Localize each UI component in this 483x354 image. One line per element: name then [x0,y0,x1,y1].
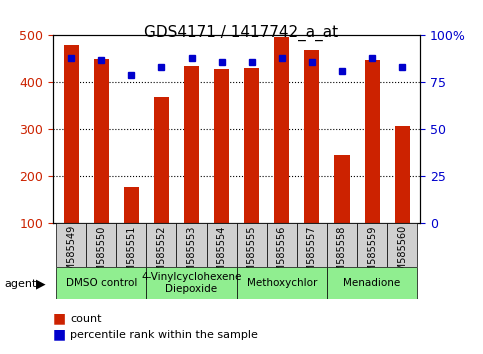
Text: 4-Vinylcyclohexene
Diepoxide: 4-Vinylcyclohexene Diepoxide [142,272,242,294]
FancyBboxPatch shape [237,267,327,299]
FancyBboxPatch shape [297,223,327,267]
Bar [244,68,259,223]
FancyBboxPatch shape [56,223,86,267]
Text: GDS4171 / 1417742_a_at: GDS4171 / 1417742_a_at [144,25,339,41]
FancyBboxPatch shape [237,223,267,267]
Text: ■: ■ [53,327,66,342]
FancyBboxPatch shape [267,223,297,267]
FancyBboxPatch shape [146,267,237,299]
Text: count: count [70,314,101,324]
Text: Menadione: Menadione [343,278,401,288]
FancyBboxPatch shape [146,223,176,267]
Text: GSM585560: GSM585560 [397,225,407,285]
Text: GSM585554: GSM585554 [217,225,227,285]
Bar [395,126,410,223]
FancyBboxPatch shape [327,267,417,299]
Text: agent: agent [5,279,37,289]
Bar [94,59,109,223]
FancyBboxPatch shape [357,223,387,267]
Bar [124,187,139,223]
Bar [64,45,79,223]
Text: DMSO control: DMSO control [66,278,137,288]
Bar [214,69,229,223]
FancyBboxPatch shape [116,223,146,267]
Text: GSM585553: GSM585553 [186,225,197,285]
Text: GSM585551: GSM585551 [127,225,136,285]
Text: GSM585550: GSM585550 [96,225,106,285]
Text: GSM585555: GSM585555 [247,225,256,285]
Bar [274,37,289,223]
Text: ■: ■ [53,312,66,326]
Text: percentile rank within the sample: percentile rank within the sample [70,330,258,339]
Text: GSM585549: GSM585549 [66,225,76,285]
FancyBboxPatch shape [86,223,116,267]
FancyBboxPatch shape [56,267,146,299]
Text: GSM585556: GSM585556 [277,225,287,285]
Bar [154,97,169,223]
Bar [334,155,350,223]
Text: GSM585552: GSM585552 [156,225,167,285]
FancyBboxPatch shape [387,223,417,267]
Text: GSM585558: GSM585558 [337,225,347,285]
FancyBboxPatch shape [327,223,357,267]
Bar [304,50,319,223]
Bar [365,60,380,223]
Text: GSM585557: GSM585557 [307,225,317,285]
FancyBboxPatch shape [176,223,207,267]
FancyBboxPatch shape [207,223,237,267]
Text: Methoxychlor: Methoxychlor [247,278,317,288]
Bar [184,66,199,223]
Text: GSM585559: GSM585559 [367,225,377,285]
Text: ▶: ▶ [36,278,46,291]
